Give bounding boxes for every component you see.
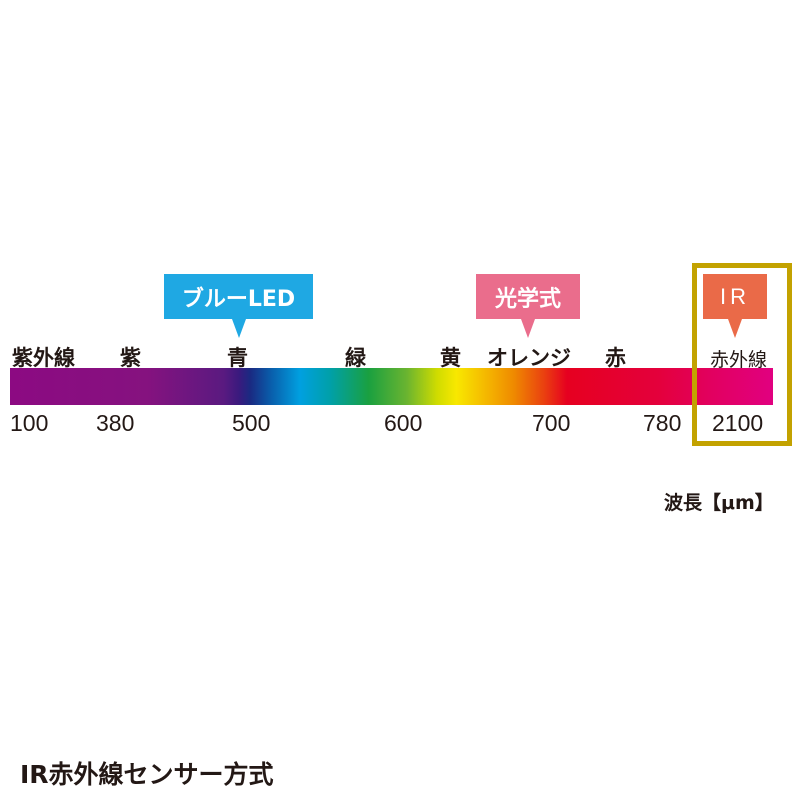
band-ultraviolet: 紫外線: [12, 346, 75, 370]
wavelength-label: 600: [384, 410, 423, 436]
wavelength-label: 500: [232, 410, 271, 436]
page-title: IR赤外線センサー方式: [20, 760, 274, 789]
ir-callout: IR: [703, 274, 767, 338]
band-violet: 紫: [120, 346, 141, 370]
unit-label: 波長【μm】: [664, 492, 774, 514]
wavelength-label: 700: [532, 410, 571, 436]
band-blue: 青: [227, 346, 248, 370]
ir-highlight-box: [692, 263, 792, 446]
optical-callout: 光学式: [476, 274, 580, 338]
callout-label: ブルーLED: [181, 286, 296, 312]
callout-label: 光学式: [494, 286, 561, 312]
wavelength-label: 100: [10, 410, 49, 436]
band-green: 緑: [345, 346, 366, 370]
wavelength-label: 780: [643, 410, 682, 436]
band-red: 赤: [605, 346, 626, 370]
wavelength-label: 380: [96, 410, 135, 436]
wavelength-label: 2100: [712, 410, 764, 436]
blue-led-callout: ブルーLED: [164, 274, 313, 338]
band-orange: オレンジ: [487, 346, 571, 370]
callout-label: IR: [720, 283, 750, 309]
spectrum-bar: [10, 368, 773, 405]
band-yellow: 黄: [440, 346, 461, 370]
band-infrared: 赤外線: [710, 349, 768, 371]
